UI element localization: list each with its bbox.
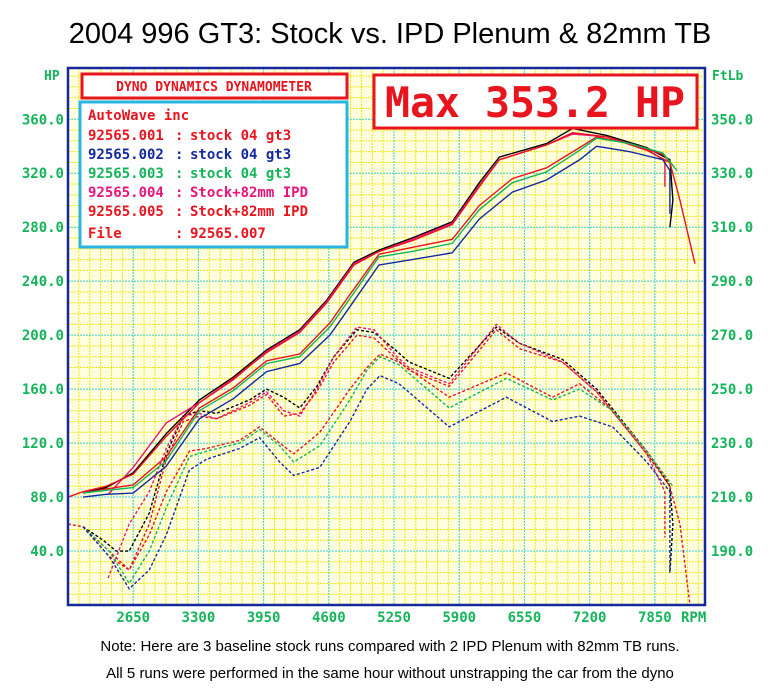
y-right-tick-label: 310.0 bbox=[711, 220, 753, 236]
hp-line-92565.003 bbox=[82, 137, 678, 494]
y-left-tick-label: 200.0 bbox=[22, 328, 64, 344]
x-tick-label: 5900 bbox=[442, 610, 476, 626]
hp-line-92565.002 bbox=[82, 145, 671, 498]
y-left-tick-label: 160.0 bbox=[22, 382, 64, 398]
y-right-tick-label: 350.0 bbox=[711, 112, 753, 128]
legend-entry-id: 92565.003 bbox=[88, 166, 164, 182]
y-right-tick-label: 290.0 bbox=[711, 274, 753, 290]
y-left-tick-label: 360.0 bbox=[22, 112, 64, 128]
x-tick-label: 5250 bbox=[377, 610, 411, 626]
legend: AutoWave inc 92565.001: stock 04 gt3 92565.… bbox=[88, 108, 308, 242]
y-right-axis-label: FtLb bbox=[712, 69, 743, 84]
legend-entry-desc: stock 04 gt3 bbox=[190, 147, 291, 163]
grid bbox=[67, 68, 705, 606]
y-right-tick-label: 270.0 bbox=[711, 328, 753, 344]
legend-entry-sep: : bbox=[175, 166, 183, 182]
legend-entry-id: 92565.004 bbox=[88, 185, 164, 201]
x-tick-label: 2650 bbox=[116, 610, 150, 626]
legend-file-value: 92565.007 bbox=[190, 226, 266, 242]
x-tick-label: 7850 bbox=[638, 610, 672, 626]
y-left-tick-label: 40.0 bbox=[30, 544, 64, 560]
torque-line-92565.007 bbox=[82, 326, 674, 573]
y-left-axis-label: HP bbox=[44, 69, 60, 84]
header-box-text: DYNO DYNAMICS DYNAMOMETER bbox=[116, 80, 312, 95]
tick-labels: 2650 3300 3950 4600 5250 5900 6550 7200 7850 40.0… bbox=[22, 112, 753, 626]
legend-entry-id: 92565.002 bbox=[88, 147, 164, 163]
x-tick-label: 4600 bbox=[312, 610, 346, 626]
torque-line-92565.004 bbox=[107, 323, 666, 579]
max-box bbox=[372, 73, 699, 130]
y-right-tick-label: 230.0 bbox=[711, 436, 753, 452]
series-lines bbox=[67, 127, 696, 606]
legend-entry-sep: : bbox=[175, 128, 183, 144]
legend-entry-desc: Stock+82mm IPD bbox=[190, 204, 308, 220]
legend-entry-id: 92565.001 bbox=[88, 128, 164, 144]
y-left-tick-label: 320.0 bbox=[22, 166, 64, 182]
note-line-2: All 5 runs were performed in the same ho… bbox=[106, 665, 674, 682]
max-label: Max 353.2 HP bbox=[385, 78, 685, 127]
legend-entry-sep: : bbox=[175, 204, 183, 220]
x-tick-label: 6550 bbox=[508, 610, 542, 626]
legend-entry-id: 92565.005 bbox=[88, 204, 164, 220]
x-axis-label: RPM bbox=[681, 610, 706, 626]
legend-entry-sep: : bbox=[175, 185, 183, 201]
plot-frame bbox=[66, 66, 707, 607]
y-right-tick-label: 250.0 bbox=[711, 382, 753, 398]
y-right-tick-label: 190.0 bbox=[711, 544, 753, 560]
y-left-tick-label: 120.0 bbox=[22, 436, 64, 452]
y-right-tick-label: 210.0 bbox=[711, 490, 753, 506]
hp-line-92565.001 bbox=[82, 136, 675, 494]
torque-line-92565.002 bbox=[82, 374, 671, 590]
y-left-tick-label: 280.0 bbox=[22, 220, 64, 236]
y-left-tick-label: 240.0 bbox=[22, 274, 64, 290]
hp-line-92565.007 bbox=[82, 127, 674, 494]
legend-company: AutoWave inc bbox=[88, 108, 189, 124]
torque-line-92565.001 bbox=[82, 353, 671, 571]
legend-entry-sep: : bbox=[175, 147, 183, 163]
legend-entry-desc: stock 04 gt3 bbox=[190, 166, 291, 182]
y-left-tick-label: 80.0 bbox=[30, 490, 64, 506]
legend-file-label: File bbox=[88, 226, 122, 242]
legend-file-sep: : bbox=[175, 226, 183, 242]
legend-box bbox=[78, 100, 349, 249]
legend-entry-desc: Stock+82mm IPD bbox=[190, 185, 308, 201]
y-right-tick-label: 330.0 bbox=[711, 166, 753, 182]
x-tick-label: 3300 bbox=[182, 610, 216, 626]
legend-entry-desc: stock 04 gt3 bbox=[190, 128, 291, 144]
note-line-1: Note: Here are 3 baseline stock runs com… bbox=[100, 638, 680, 655]
header-box bbox=[80, 72, 349, 100]
chart-title: 2004 996 GT3: Stock vs. IPD Plenum & 82m… bbox=[68, 18, 712, 50]
x-tick-label: 7200 bbox=[573, 610, 607, 626]
torque-line-92565.005 bbox=[67, 328, 691, 606]
torque-line-92565.003 bbox=[82, 355, 674, 585]
x-tick-label: 3950 bbox=[247, 610, 281, 626]
